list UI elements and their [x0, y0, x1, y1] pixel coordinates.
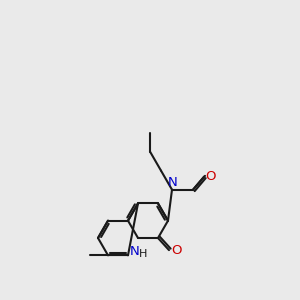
Text: H: H: [139, 249, 147, 259]
Text: N: N: [130, 245, 140, 258]
Text: N: N: [168, 176, 178, 189]
Text: O: O: [206, 170, 216, 183]
Text: O: O: [171, 244, 181, 256]
